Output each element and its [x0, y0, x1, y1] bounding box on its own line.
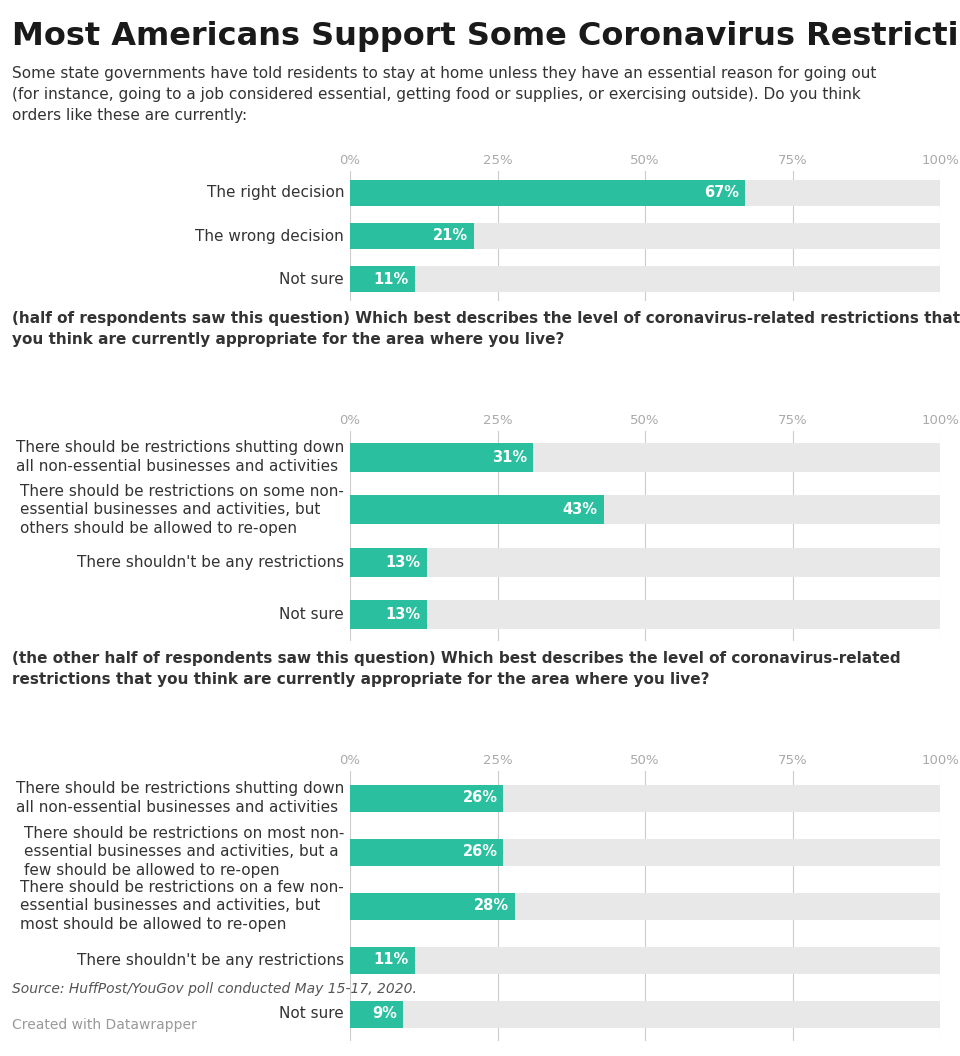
Bar: [350, 266, 940, 293]
Text: 11%: 11%: [373, 953, 409, 967]
Text: 26%: 26%: [463, 791, 497, 806]
Bar: [350, 946, 415, 974]
Text: 9%: 9%: [372, 1006, 397, 1021]
Text: 21%: 21%: [433, 228, 468, 244]
Bar: [350, 838, 940, 866]
Bar: [350, 1000, 940, 1027]
Bar: [350, 838, 503, 866]
Text: Some state governments have told residents to stay at home unless they have an e: Some state governments have told residen…: [12, 65, 876, 122]
Bar: [350, 892, 940, 920]
Bar: [350, 892, 516, 920]
Bar: [350, 223, 940, 249]
Text: There should be restrictions on some non-
essential businesses and activities, b: There should be restrictions on some non…: [20, 484, 344, 535]
Bar: [350, 548, 940, 577]
Text: There should be restrictions shutting down
all non-essential businesses and acti: There should be restrictions shutting do…: [16, 781, 344, 815]
Text: The wrong decision: The wrong decision: [195, 228, 344, 244]
Text: 31%: 31%: [492, 450, 527, 465]
Text: The right decision: The right decision: [206, 185, 344, 201]
Bar: [350, 785, 503, 811]
Text: There shouldn't be any restrictions: There shouldn't be any restrictions: [77, 554, 344, 570]
Bar: [350, 548, 426, 577]
Bar: [350, 495, 604, 524]
Bar: [350, 946, 940, 974]
Bar: [350, 442, 533, 472]
Text: (the other half of respondents saw this question) Which best describes the level: (the other half of respondents saw this …: [12, 650, 900, 687]
Bar: [350, 600, 940, 629]
Text: (half of respondents saw this question) Which best describes the level of corona: (half of respondents saw this question) …: [12, 312, 960, 347]
Text: 43%: 43%: [563, 503, 598, 517]
Text: There should be restrictions on a few non-
essential businesses and activities, : There should be restrictions on a few no…: [20, 880, 344, 932]
Text: Not sure: Not sure: [279, 1006, 344, 1021]
Bar: [350, 223, 474, 249]
Text: Source: HuffPost/YouGov poll conducted May 15-17, 2020.: Source: HuffPost/YouGov poll conducted M…: [12, 981, 417, 996]
Bar: [350, 180, 745, 206]
Text: 67%: 67%: [705, 185, 739, 201]
Text: Created with Datawrapper: Created with Datawrapper: [12, 1018, 196, 1032]
Bar: [350, 600, 426, 629]
Text: Not sure: Not sure: [279, 271, 344, 287]
Text: 13%: 13%: [386, 607, 420, 622]
Text: 28%: 28%: [474, 899, 510, 913]
Text: There shouldn't be any restrictions: There shouldn't be any restrictions: [77, 953, 344, 967]
Bar: [350, 442, 940, 472]
Text: There should be restrictions on most non-
essential businesses and activities, b: There should be restrictions on most non…: [24, 826, 344, 879]
Text: Most Americans Support Some Coronavirus Restrictions: Most Americans Support Some Coronavirus …: [12, 20, 960, 52]
Text: 26%: 26%: [463, 845, 497, 860]
Text: 13%: 13%: [386, 554, 420, 570]
Bar: [350, 266, 415, 293]
Bar: [350, 495, 940, 524]
Text: There should be restrictions shutting down
all non-essential businesses and acti: There should be restrictions shutting do…: [16, 440, 344, 474]
Bar: [350, 1000, 403, 1027]
Text: 11%: 11%: [373, 271, 409, 287]
Bar: [350, 785, 940, 811]
Text: Not sure: Not sure: [279, 607, 344, 622]
Bar: [350, 180, 940, 206]
